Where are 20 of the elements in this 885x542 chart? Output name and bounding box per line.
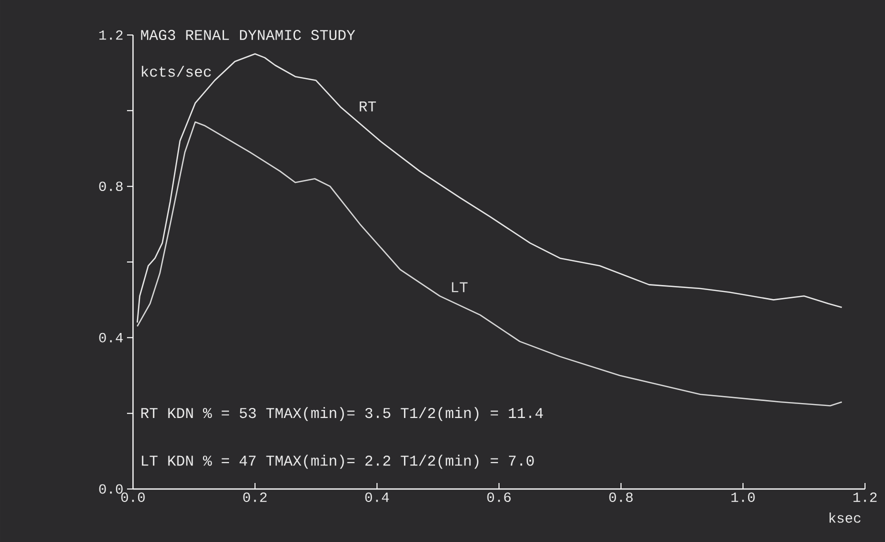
- x-tick-label: 0.8: [609, 492, 633, 502]
- y-tick-label: 0.0: [99, 484, 123, 494]
- chart-title: MAG3 RENAL DYNAMIC STUDY: [141, 30, 356, 40]
- line-series: [136, 121, 842, 406]
- annotation: LT KDN % = 47 TMAX(min)= 2.2 T1/2(min) = 7.0: [142, 454, 534, 469]
- x-tick-label: 1.2: [853, 492, 877, 502]
- y-tick-label: 0.8: [99, 182, 123, 192]
- y-axis-title: kcts/sec: [142, 66, 211, 77]
- x-tick-label: 0.4: [365, 492, 389, 502]
- line-series: [136, 53, 842, 324]
- x-tick-label: 1.0: [731, 492, 755, 502]
- annotation: RT KDN % = 53 TMAX(min)= 3.5 T1/2(min) = 11.4: [141, 407, 543, 422]
- y-tick-label: 0.4: [99, 332, 123, 342]
- series-label: LT: [452, 282, 468, 292]
- x-tick-label: 0.6: [487, 492, 511, 502]
- x-tick-label: 0.2: [243, 492, 267, 502]
- x-tick-label: 0.0: [121, 492, 145, 502]
- series-label: RT: [360, 102, 376, 112]
- x-axis-title: ksec: [830, 512, 860, 523]
- y-tick-label: 1.2: [99, 30, 123, 40]
